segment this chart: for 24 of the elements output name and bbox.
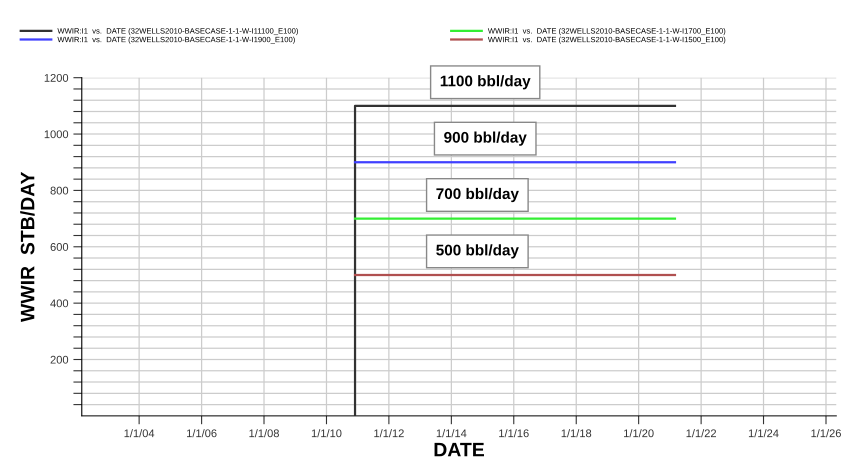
- annotation: 700 bbl/day: [436, 188, 519, 202]
- x-tick-label: 1/1/04: [124, 429, 154, 438]
- x-tick-label: 1/1/08: [249, 429, 279, 438]
- x-tick-label: 1/1/14: [436, 429, 466, 438]
- x-tick-label: 1/1/16: [499, 429, 529, 438]
- x-tick-label: 1/1/22: [686, 429, 716, 438]
- y-tick-label: 200: [50, 356, 68, 364]
- x-axis-title: DATE: [434, 442, 484, 456]
- y-tick-label: 1200: [44, 74, 68, 82]
- y-tick-label: 400: [50, 299, 68, 308]
- x-tick-label: 1/1/20: [624, 429, 654, 438]
- x-tick-label: 1/1/24: [748, 429, 779, 438]
- x-tick-label: 1/1/06: [187, 429, 217, 438]
- x-tick-label: 1/1/12: [374, 429, 404, 438]
- x-tick-label: 1/1/26: [811, 429, 841, 438]
- y-tick-label: 800: [50, 186, 68, 195]
- y-tick-label: 1000: [44, 130, 68, 138]
- x-tick-label: 1/1/18: [562, 429, 592, 438]
- x-tick-label: 1/1/10: [312, 429, 342, 438]
- annotation: 1100 bbl/day: [440, 75, 531, 90]
- y-axis-title: WWIR STB/DAY: [20, 172, 35, 322]
- annotation: 900 bbl/day: [444, 132, 527, 146]
- annotation: 500 bbl/day: [436, 244, 519, 258]
- y-tick-label: 600: [50, 243, 68, 251]
